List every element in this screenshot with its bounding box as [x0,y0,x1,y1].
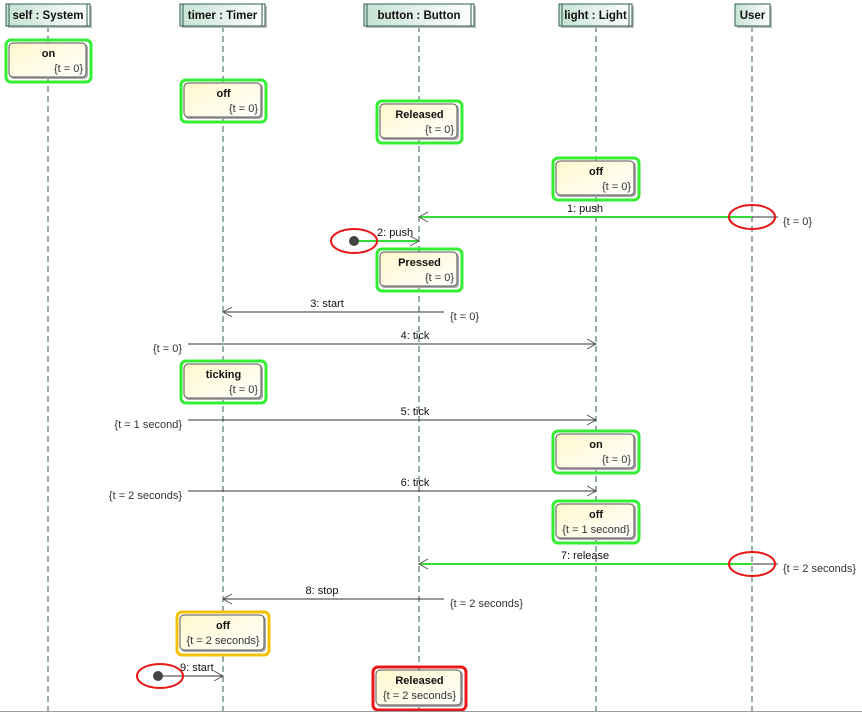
message-time-constraint: {t = 1 second} [114,419,182,431]
message-8[interactable]: 8: stop {t = 2 seconds} [221,585,523,610]
arrowhead-icon [586,414,598,426]
message-time-constraint: {t = 2 seconds} [109,490,182,502]
lifeline-header-user[interactable] [734,3,771,27]
state-name: off [216,88,230,100]
message-1[interactable]: 1: push {t = 0} [417,203,812,230]
state-off[interactable]: off {t = 0} [551,156,641,202]
state-time-constraint: {t = 2 seconds} [186,635,259,647]
state-pressed[interactable]: Pressed {t = 0} [375,247,464,293]
found-message-dot-icon [349,236,359,246]
arrowhead-icon [417,558,429,570]
message-label: 1: push [567,203,603,215]
message-time-constraint: {t = 0} [153,343,182,355]
state-on[interactable]: on {t = 0} [4,38,93,84]
state-time-constraint: {t = 0} [425,124,454,136]
message-label: 5: tick [401,406,430,418]
lifeline-header-self[interactable] [5,3,91,27]
state-time-constraint: {t = 1 second} [562,524,630,536]
state-name: Released [395,109,443,121]
message-9[interactable]: 9: start [136,662,225,689]
message-label: 9: start [180,662,214,674]
state-time-constraint: {t = 0} [425,272,454,284]
state-time-constraint: {t = 0} [54,63,83,75]
message-label: 8: stop [305,585,338,597]
state-name: Released [395,675,443,687]
lifeline-header-button[interactable] [363,3,475,27]
state-time-constraint: {t = 0} [602,454,631,466]
state-off[interactable]: off {t = 2 seconds} [175,610,271,657]
message-time-constraint: {t = 2 seconds} [450,598,523,610]
message-3[interactable]: 3: start {t = 0} [221,298,479,323]
arrowhead-icon [221,593,233,605]
state-ticking[interactable]: ticking {t = 0} [179,359,268,405]
arrowhead-icon [586,485,598,497]
state-time-constraint: {t = 0} [602,181,631,193]
lifeline-header-light[interactable] [558,3,633,27]
lifeline-label: User [740,10,766,22]
state-name: Pressed [398,257,441,269]
message-7[interactable]: 7: release {t = 2 seconds} [417,550,856,577]
arrowhead-icon [213,670,225,682]
message-5[interactable]: 5: tick {t = 1 second} [114,406,598,431]
message-label: 7: release [561,550,609,562]
state-off[interactable]: off {t = 1 second} [551,499,641,545]
message-label: 4: tick [401,330,430,342]
state-released[interactable]: Released {t = 0} [375,99,464,145]
state-off[interactable]: off {t = 0} [179,78,268,124]
message-4[interactable]: 4: tick {t = 0} [153,330,598,355]
highlight-ellipse [728,551,776,577]
state-name: on [589,439,603,451]
state-name: off [589,166,603,178]
state-name: off [216,620,230,632]
lifeline-header-timer[interactable] [179,3,266,27]
message-label: 2: push [377,227,413,239]
message-time-constraint: {t = 0} [783,216,812,228]
state-name: off [589,509,603,521]
arrowhead-icon [409,235,421,247]
lifeline-label: self : System [13,10,84,22]
arrowhead-icon [221,306,233,318]
message-label: 6: tick [401,477,430,489]
lifeline-label: timer : Timer [188,10,258,22]
message-time-constraint: {t = 0} [450,311,479,323]
lifeline-label: button : Button [377,10,460,22]
highlight-ellipse [728,204,776,230]
state-time-constraint: {t = 0} [229,103,258,115]
message-2[interactable]: 2: push [330,227,421,254]
state-name: ticking [206,369,241,381]
message-time-constraint: {t = 2 seconds} [783,563,856,575]
state-time-constraint: {t = 0} [229,384,258,396]
lifeline-label: light : Light [564,10,627,22]
highlight-ellipse [136,663,184,689]
highlight-ellipse [330,228,378,254]
state-name: on [42,48,56,60]
found-message-dot-icon [153,671,163,681]
state-time-constraint: {t = 2 seconds} [383,690,456,702]
arrowhead-icon [586,338,598,350]
state-released[interactable]: Released {t = 2 seconds} [371,665,468,712]
state-on[interactable]: on {t = 0} [551,429,641,475]
arrowhead-icon [417,211,429,223]
message-label: 3: start [310,298,344,310]
message-6[interactable]: 6: tick {t = 2 seconds} [109,477,598,502]
